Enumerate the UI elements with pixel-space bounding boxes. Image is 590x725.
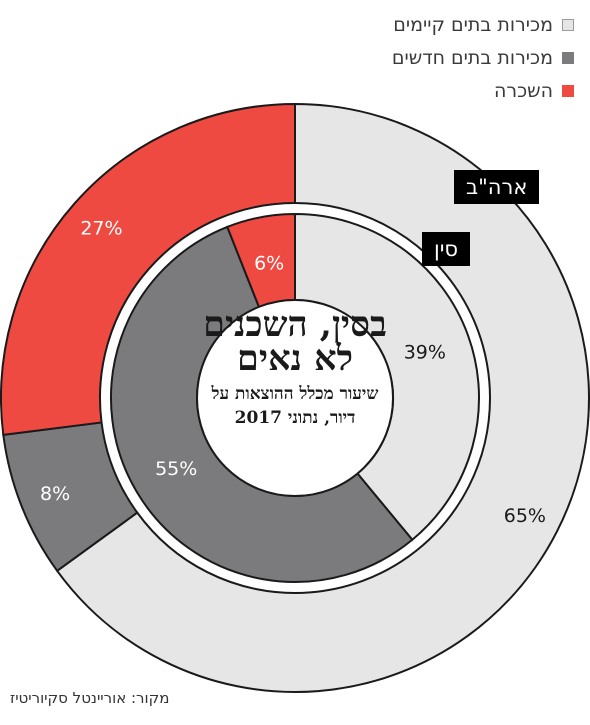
data-label-china-rent: 6% [254,252,284,274]
legend-item-new-homes: מכירות בתים חדשים [392,41,574,74]
chart-center-text: בסין, השכנים לא נאים שיעור מכלל ההוצאות … [195,304,395,430]
legend-label-rent: השכרה [493,79,553,102]
legend-swatch-rent [562,84,574,97]
data-label-usa-new-homes: 8% [40,483,70,505]
legend-label-existing-homes: מכירות בתים קיימים [393,13,553,36]
data-label-usa-existing-homes: 65% [504,505,546,527]
data-label-usa-rent: 27% [80,217,122,239]
donut-center-circle [196,299,394,497]
inner-ring-label-china: סין [422,232,471,266]
legend-swatch-new-homes [562,51,574,64]
data-label-china-new-homes: 55% [155,458,197,480]
legend: מכירות בתים קיימים מכירות בתים חדשים השכ… [392,8,574,107]
legend-item-existing-homes: מכירות בתים קיימים [392,8,574,41]
chart-subtitle: שיעור מכלל ההוצאות על דיור, נתוני 2017 [211,384,379,428]
source-note: מקור: אוריינטל סקיוריטיז [10,689,170,707]
legend-swatch-existing-homes [562,18,574,31]
legend-label-new-homes: מכירות בתים חדשים [391,46,553,69]
data-label-china-existing-homes: 39% [404,341,446,363]
chart-title: בסין, השכנים לא נאים [203,304,387,379]
legend-item-rent: השכרה [392,74,574,107]
outer-ring-label-usa: ארה"ב [454,170,540,204]
slice-usa-rent [0,102,296,436]
